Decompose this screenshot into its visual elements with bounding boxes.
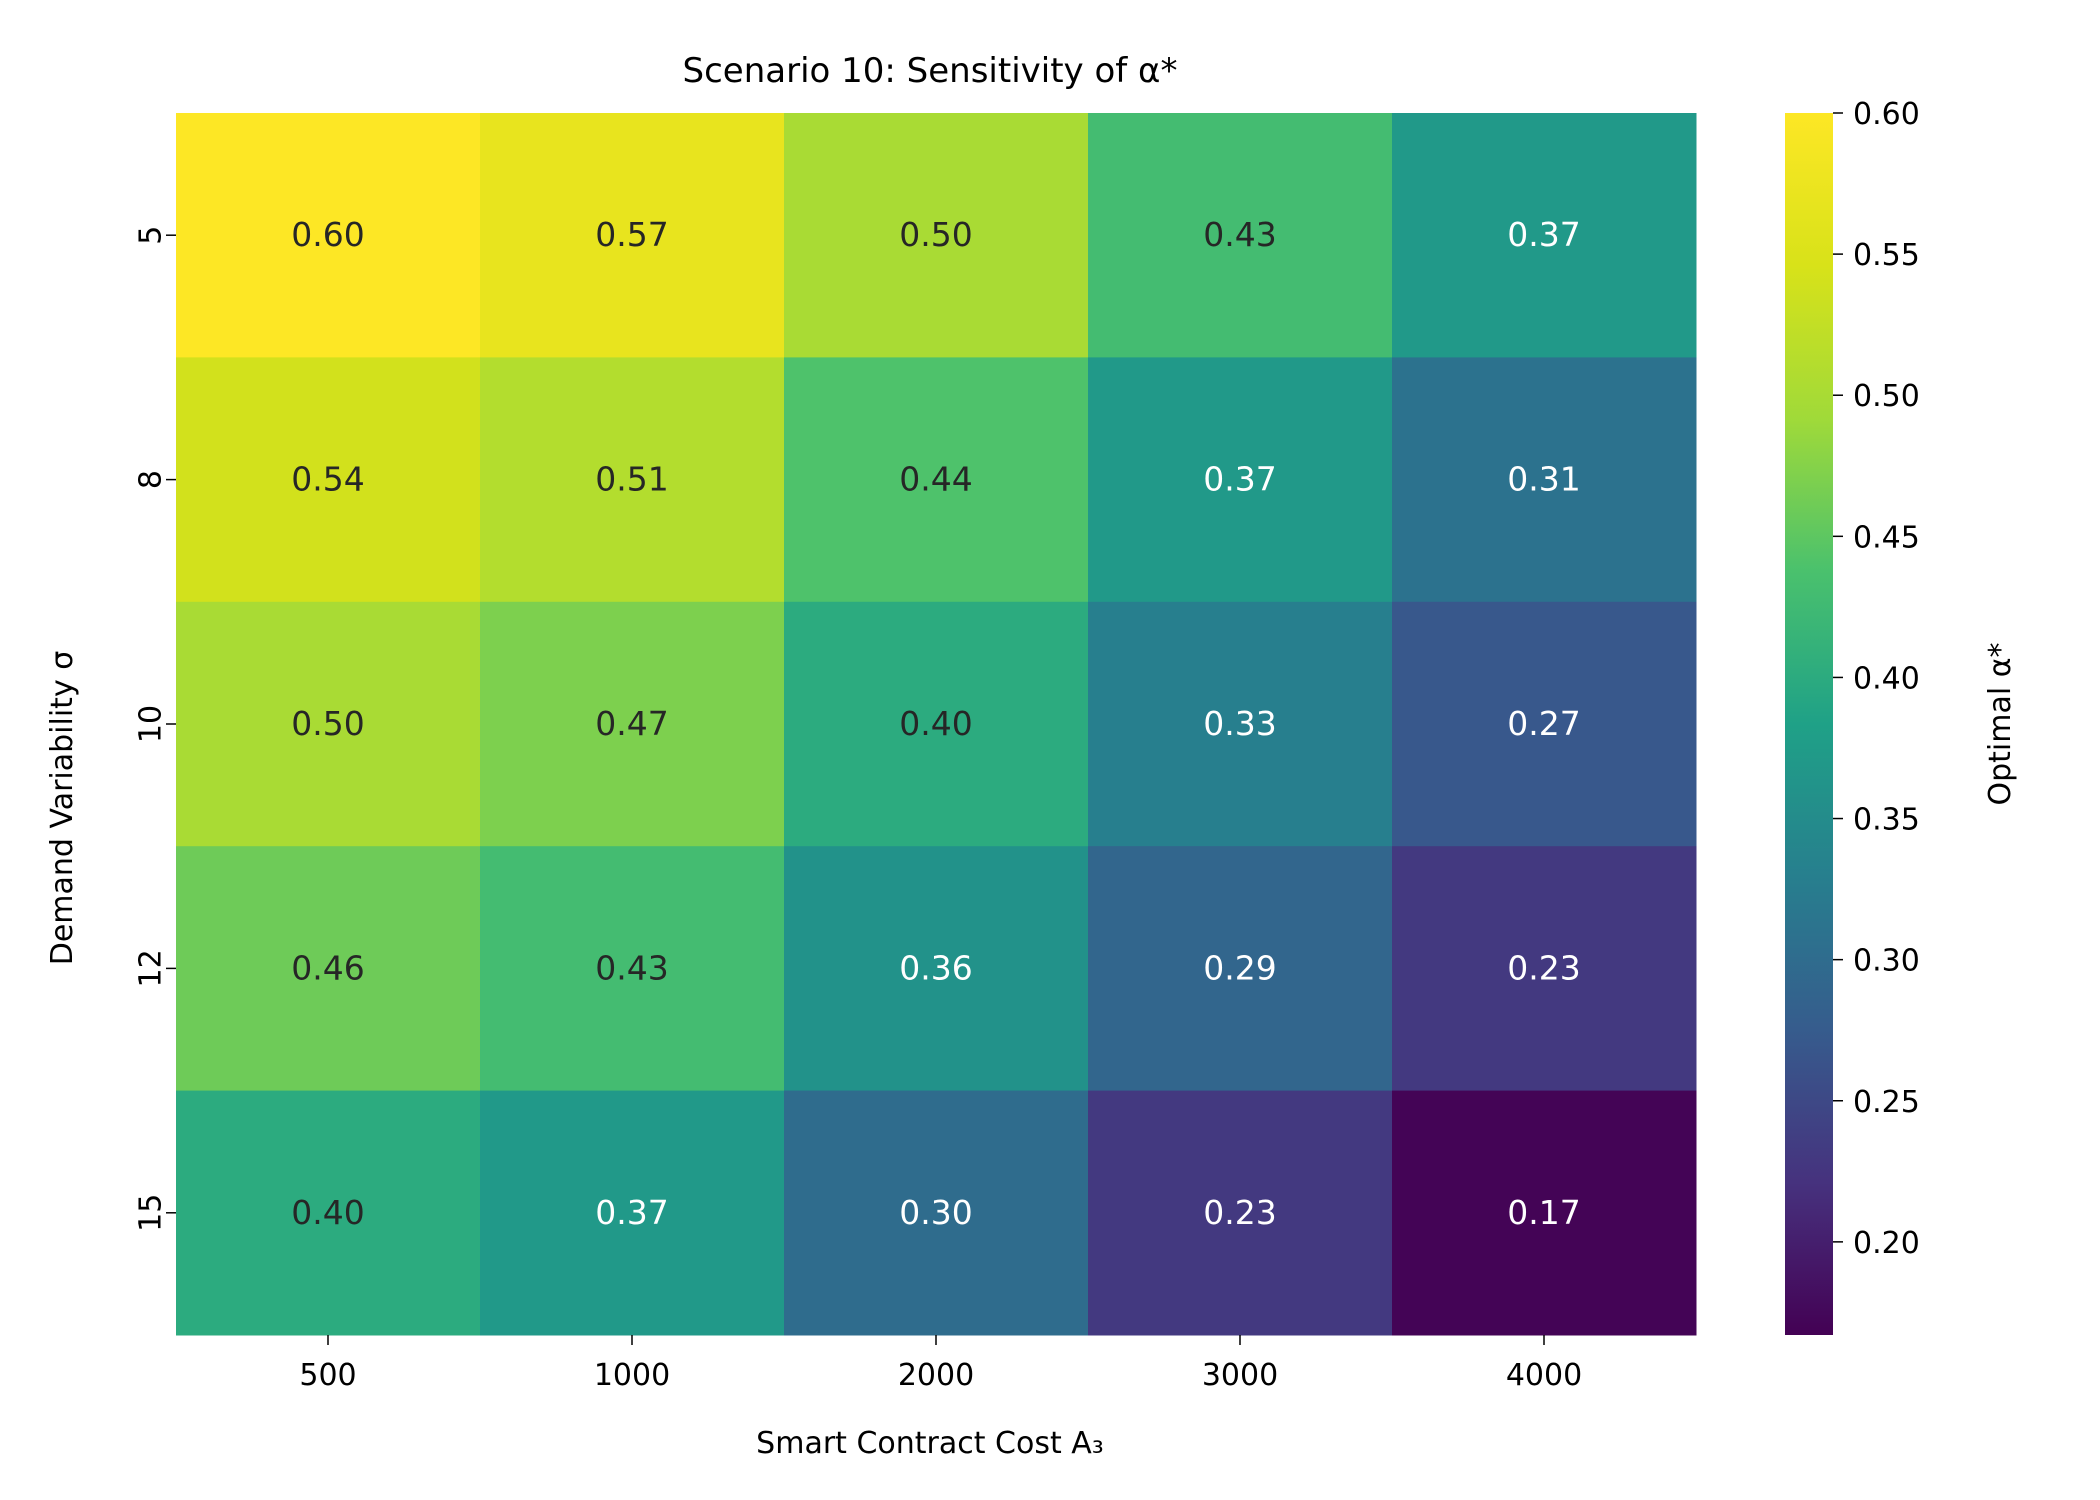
cell-value-label: 0.57 — [595, 215, 668, 254]
colorbar-tick-label: 0.30 — [1853, 944, 1920, 979]
cell-value-label: 0.46 — [291, 948, 364, 987]
heatmap-cells — [176, 113, 1697, 1336]
cell-value-label: 0.47 — [595, 704, 668, 743]
colorbar-tick-label: 0.40 — [1853, 661, 1920, 696]
heatmap-cell-r1-c0 — [176, 357, 481, 603]
y-tick-label: 10 — [134, 705, 169, 743]
cell-value-label: 0.17 — [1507, 1193, 1580, 1232]
heatmap-cell-r1-c1 — [480, 357, 785, 603]
heatmap-cell-r3-c4 — [1392, 846, 1697, 1092]
heatmap-cell-r3-c3 — [1088, 846, 1393, 1092]
colorbar-tick-label: 0.50 — [1853, 379, 1920, 414]
x-tick-label: 4000 — [1506, 1358, 1582, 1393]
cell-value-label: 0.30 — [899, 1193, 972, 1232]
y-tick-label: 5 — [134, 226, 169, 245]
cell-value-label: 0.43 — [1203, 215, 1276, 254]
y-tick-label: 12 — [134, 949, 169, 987]
heatmap-cell-r3-c2 — [784, 846, 1089, 1092]
heatmap-cell-r1-c4 — [1392, 357, 1697, 603]
cell-value-label: 0.23 — [1507, 948, 1580, 987]
x-axis: 500 1000 2000 3000 4000 — [299, 1335, 1582, 1393]
x-tick-label: 2000 — [898, 1358, 974, 1393]
heatmap-cell-r0-c2 — [784, 113, 1089, 358]
x-tick-label: 3000 — [1202, 1358, 1278, 1393]
cell-value-label: 0.37 — [1507, 215, 1580, 254]
colorbar-tick-label: 0.55 — [1853, 238, 1920, 273]
cell-value-label: 0.60 — [291, 215, 364, 254]
y-tick-label: 15 — [134, 1194, 169, 1232]
heatmap-cell-r2-c4 — [1392, 601, 1697, 847]
heatmap-cell-r1-c2 — [784, 357, 1089, 603]
colorbar-tick-label: 0.60 — [1853, 97, 1920, 132]
cell-value-label: 0.27 — [1507, 704, 1580, 743]
cell-value-label: 0.33 — [1203, 704, 1276, 743]
colorbar-ticks: 0.60 0.55 0.50 0.45 0.40 0.35 0.30 0.25 0.20 — [1833, 97, 1920, 1261]
heatmap-cell-labels: 0.60 0.57 0.50 0.43 0.37 0.54 0.51 0.44 0.37 0.31… — [291, 215, 1580, 1232]
cell-value-label: 0.50 — [899, 215, 972, 254]
cell-value-label: 0.37 — [595, 1193, 668, 1232]
heatmap-cell-r4-c1 — [480, 1090, 785, 1336]
x-axis-label: Smart Contract Cost A₃ — [756, 1426, 1104, 1461]
cell-value-label: 0.44 — [899, 460, 972, 499]
heatmap-cell-r4-c2 — [784, 1090, 1089, 1336]
cell-value-label: 0.51 — [595, 460, 668, 499]
cell-value-label: 0.40 — [899, 704, 972, 743]
colorbar — [1785, 113, 1833, 1335]
cell-value-label: 0.31 — [1507, 460, 1580, 499]
y-tick-label: 8 — [134, 470, 169, 489]
x-tick-label: 1000 — [594, 1358, 670, 1393]
heatmap-cell-r1-c3 — [1088, 357, 1393, 603]
colorbar-tick-label: 0.20 — [1853, 1226, 1920, 1261]
cell-value-label: 0.43 — [595, 948, 668, 987]
heatmap-cell-r2-c2 — [784, 601, 1089, 847]
heatmap-cell-r0-c0 — [176, 113, 481, 358]
colorbar-tick-label: 0.45 — [1853, 520, 1920, 555]
heatmap-cell-r3-c1 — [480, 846, 785, 1092]
heatmap-cell-r2-c3 — [1088, 601, 1393, 847]
heatmap-cell-r0-c4 — [1392, 113, 1697, 358]
colorbar-tick-label: 0.35 — [1853, 803, 1920, 838]
cell-value-label: 0.29 — [1203, 948, 1276, 987]
y-axis: 5 8 10 12 15 — [134, 226, 176, 1232]
colorbar-label: Optimal α* — [1983, 642, 2018, 805]
heatmap-cell-r0-c1 — [480, 113, 785, 358]
cell-value-label: 0.37 — [1203, 460, 1276, 499]
heatmap-cell-r2-c1 — [480, 601, 785, 847]
heatmap-cell-r4-c4 — [1392, 1090, 1697, 1336]
heatmap-cell-r0-c3 — [1088, 113, 1393, 358]
heatmap-cell-r3-c0 — [176, 846, 481, 1092]
colorbar-tick-label: 0.25 — [1853, 1085, 1920, 1120]
y-axis-label: Demand Variability σ — [45, 651, 80, 966]
cell-value-label: 0.23 — [1203, 1193, 1276, 1232]
cell-value-label: 0.36 — [899, 948, 972, 987]
chart-title: Scenario 10: Sensitivity of α* — [683, 51, 1178, 91]
heatmap-cell-r2-c0 — [176, 601, 481, 847]
heatmap-cell-r4-c0 — [176, 1090, 481, 1336]
cell-value-label: 0.54 — [291, 460, 364, 499]
cell-value-label: 0.40 — [291, 1193, 364, 1232]
heatmap-cell-r4-c3 — [1088, 1090, 1393, 1336]
cell-value-label: 0.50 — [291, 704, 364, 743]
x-tick-label: 500 — [299, 1358, 356, 1393]
